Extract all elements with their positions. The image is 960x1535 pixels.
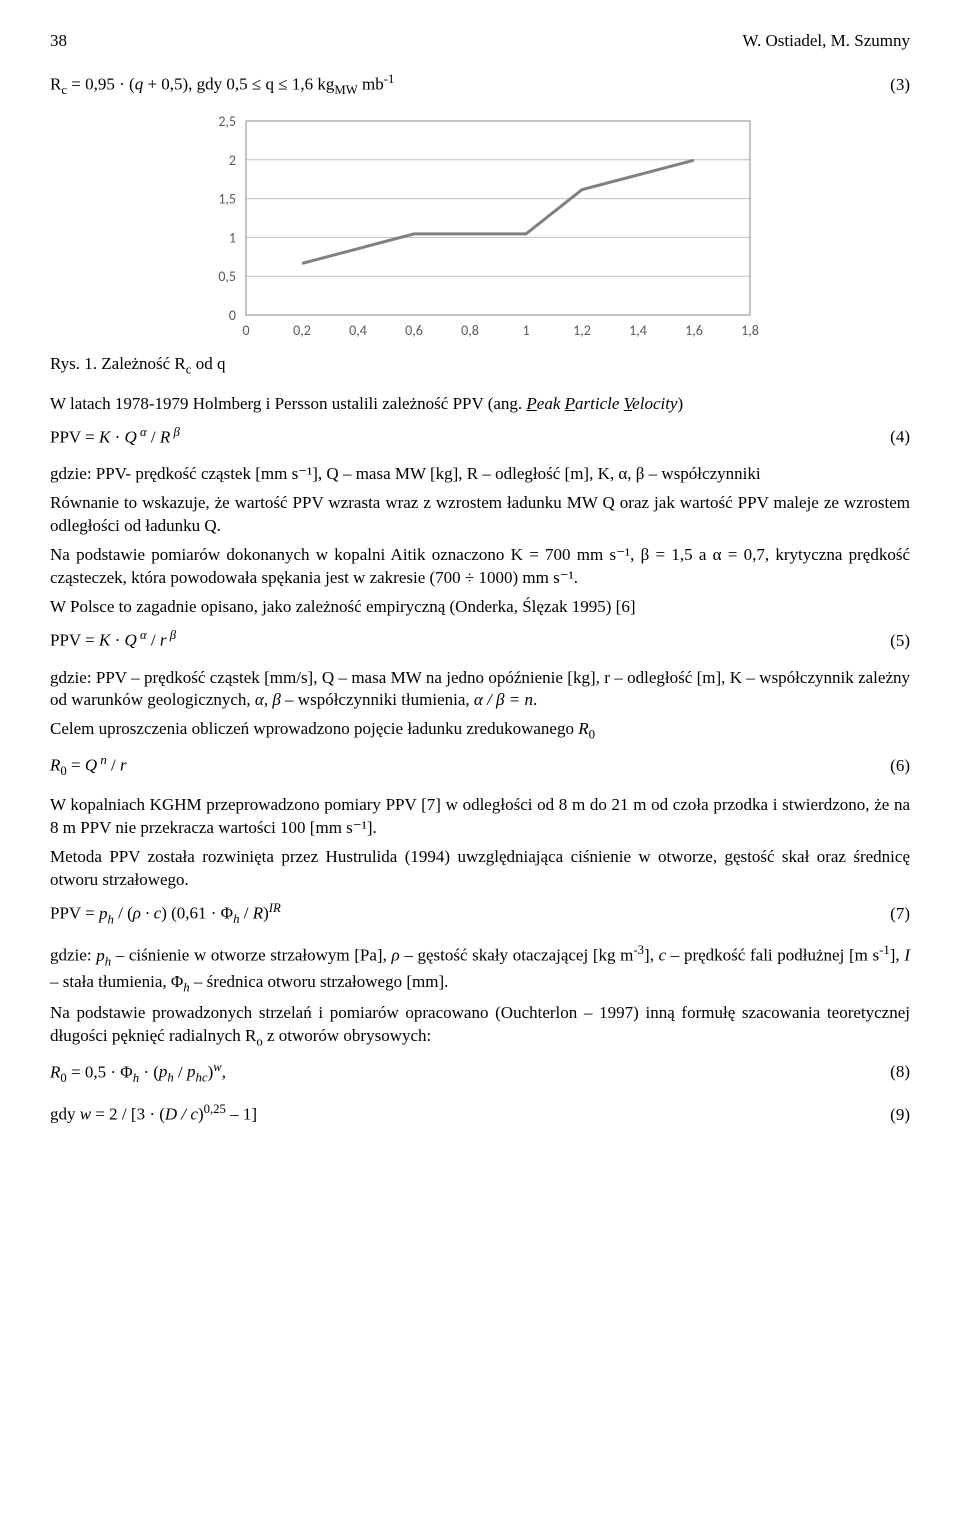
fig-text: Zależność Rc od q (101, 354, 225, 373)
equation-4: PPV = K · Q α / R β (4) (50, 424, 910, 450)
eq9-num: (9) (870, 1104, 910, 1127)
p6a: W kopalniach KGHM przeprowadzono pomiary… (50, 794, 910, 840)
svg-text:1,2: 1,2 (573, 322, 591, 339)
p4c: Na podstawie pomiarów dokonanych w kopal… (50, 544, 910, 590)
equation-5: PPV = K · Q α / r β (5) (50, 627, 910, 653)
equation-3: Rc = 0,95 · (q + 0,5), gdy 0,5 ≤ q ≤ 1,6… (50, 71, 910, 99)
svg-text:1,5: 1,5 (218, 191, 236, 208)
header-authors: W. Ostiadel, M. Szumny (743, 30, 910, 53)
eq9-body: gdy w = 2 / [3 · (D / c)0,25 – 1] (50, 1101, 257, 1127)
p4a: gdzie: PPV- prędkość cząstek [mm s⁻¹], Q… (50, 463, 910, 486)
svg-text:0,6: 0,6 (405, 322, 423, 339)
para-after-fig: W latach 1978-1979 Holmberg i Persson us… (50, 393, 910, 416)
figure-1-chart: 0 0,2 0,4 0,6 0,8 1 1,2 1,4 1,6 1,8 0 0,5 1 1,5 2 2,5 (200, 113, 760, 343)
eq5-body: PPV = K · Q α / r β (50, 627, 176, 653)
eq4-num: (4) (870, 426, 910, 449)
eq6-num: (6) (870, 755, 910, 778)
svg-text:0: 0 (242, 322, 249, 339)
svg-text:1,6: 1,6 (685, 322, 703, 339)
p7a: gdzie: ph – ciśnienie w otworze strzałow… (50, 942, 910, 996)
eq7-body: PPV = ph / (ρ · c) (0,61 · Φh / R)IR (50, 900, 281, 928)
eq5-num: (5) (870, 630, 910, 653)
eq3-body: Rc = 0,95 · (q + 0,5), gdy 0,5 ≤ q ≤ 1,6… (50, 71, 394, 99)
eq8-body: R0 = 0,5 · Φh · (ph / phc)w, (50, 1059, 226, 1087)
svg-text:0,8: 0,8 (461, 322, 479, 339)
eq7-num: (7) (870, 903, 910, 926)
p6b: Metoda PPV została rozwinięta przez Hust… (50, 846, 910, 892)
p4d: W Polsce to zagadnie opisano, jako zależ… (50, 596, 910, 619)
svg-text:0,4: 0,4 (349, 322, 367, 339)
equation-8: R0 = 0,5 · Φh · (ph / phc)w, (8) (50, 1059, 910, 1087)
equation-7: PPV = ph / (ρ · c) (0,61 · Φh / R)IR (7) (50, 900, 910, 928)
fig-label: Rys. 1. (50, 354, 97, 373)
equation-6: R0 = Q n / r (6) (50, 752, 910, 780)
eq6-body: R0 = Q n / r (50, 752, 127, 780)
page-number: 38 (50, 30, 67, 53)
eq8-num: (8) (870, 1061, 910, 1084)
line-chart-svg: 0 0,2 0,4 0,6 0,8 1 1,2 1,4 1,6 1,8 0 0,5 1 1,5 2 2,5 (200, 113, 760, 343)
ppv-term: Peak Particle Velocity (526, 394, 677, 413)
svg-text:0: 0 (229, 307, 236, 324)
page: 38 W. Ostiadel, M. Szumny Rc = 0,95 · (q… (0, 0, 960, 1180)
para-after-fig-text: W latach 1978-1979 Holmberg i Persson us… (50, 394, 526, 413)
p4b: Równanie to wskazuje, że wartość PPV wzr… (50, 492, 910, 538)
svg-text:1,4: 1,4 (629, 322, 647, 339)
svg-text:1: 1 (522, 322, 529, 339)
p7b: Na podstawie prowadzonych strzelań i pom… (50, 1002, 910, 1051)
svg-text:2,5: 2,5 (218, 113, 236, 130)
figure-1-caption: Rys. 1. Zależność Rc od q (50, 353, 910, 379)
equation-9: gdy w = 2 / [3 · (D / c)0,25 – 1] (9) (50, 1101, 910, 1127)
svg-text:0,5: 0,5 (218, 268, 236, 285)
eq3-num: (3) (870, 74, 910, 97)
p5a: gdzie: PPV – prędkość cząstek [mm/s], Q … (50, 667, 910, 713)
page-header: 38 W. Ostiadel, M. Szumny (50, 30, 910, 53)
svg-text:0,2: 0,2 (293, 322, 311, 339)
svg-text:1,8: 1,8 (741, 322, 759, 339)
svg-text:2: 2 (229, 152, 236, 169)
svg-text:1: 1 (229, 230, 236, 247)
eq4-body: PPV = K · Q α / R β (50, 424, 180, 450)
p5b: Celem uproszczenia obliczeń wprowadzono … (50, 718, 910, 744)
